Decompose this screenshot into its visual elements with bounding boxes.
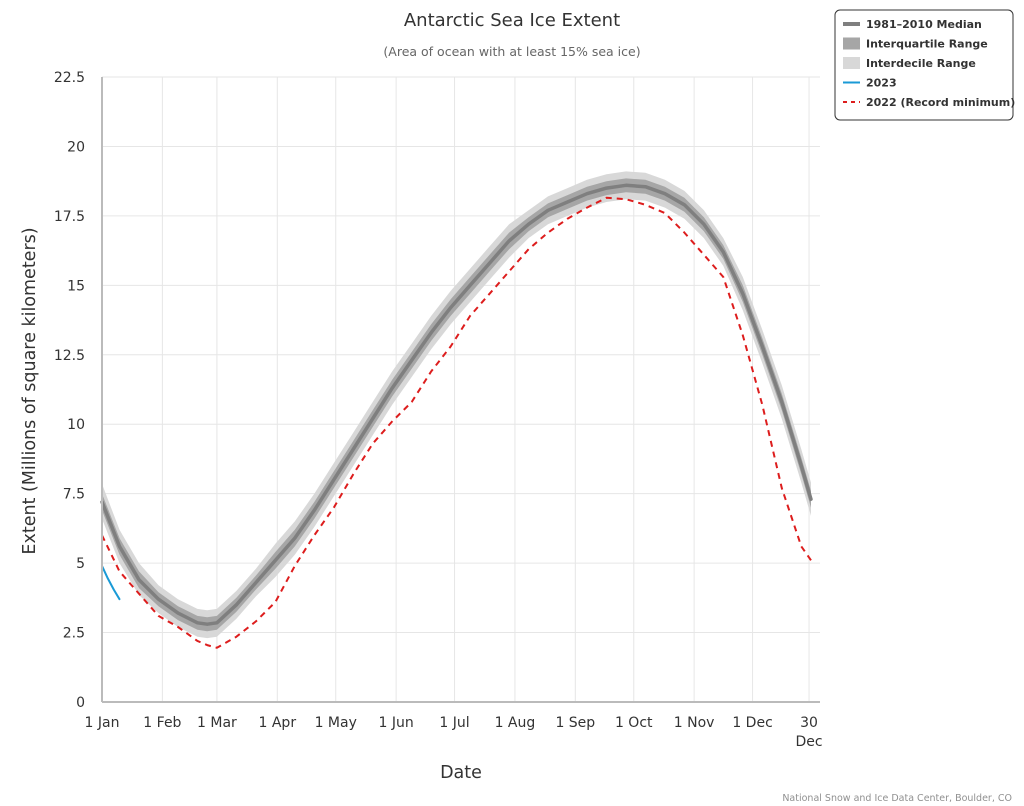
legend-label: 1981–2010 Median bbox=[866, 18, 982, 31]
line-2023 bbox=[101, 564, 121, 601]
x-tick-label: 30 bbox=[800, 715, 818, 731]
x-axis-title: Date bbox=[440, 763, 482, 783]
legend-label: 2022 (Record minimum) bbox=[866, 96, 1015, 109]
x-tick-label: 1 Oct bbox=[615, 715, 653, 731]
legend-item[interactable]: Interquartile Range bbox=[843, 37, 988, 51]
legend-item[interactable]: Interdecile Range bbox=[843, 57, 976, 70]
x-tick-labels: 1 Jan 1 Feb 1 Mar 1 Apr 1 May 1 Jun 1 Jul 1 Aug… bbox=[85, 715, 823, 750]
y-tick-label: 20 bbox=[67, 139, 85, 155]
x-tick-label-line2: Dec bbox=[796, 734, 823, 750]
y-tick-label: 2.5 bbox=[63, 626, 85, 642]
y-tick-label: 15 bbox=[67, 278, 85, 294]
legend-box bbox=[834, 9, 1014, 121]
x-tick-label: 1 Sep bbox=[555, 715, 595, 731]
legend-item[interactable]: 1981–2010 Median bbox=[843, 18, 982, 31]
y-axis-title: Extent (Millions of square kilometers) bbox=[20, 227, 40, 554]
y-tick-label: 22.5 bbox=[54, 70, 85, 86]
legend-label: 2023 bbox=[866, 77, 897, 90]
legend-items: 1981–2010 Median Interquartile Range Inter… bbox=[843, 18, 1015, 109]
x-tick-label: 1 Aug bbox=[495, 715, 536, 731]
legend-item[interactable]: 2023 bbox=[843, 77, 897, 90]
x-tick-label: 1 Jul bbox=[439, 715, 469, 731]
y-tick-label: 17.5 bbox=[54, 209, 85, 225]
y-tick-label: 10 bbox=[67, 417, 85, 433]
series-lines bbox=[100, 183, 813, 649]
y-tick-labels: 0 2.5 5 7.5 10 12.5 15 17.5 20 22.5 bbox=[54, 70, 85, 711]
grid bbox=[102, 76, 820, 702]
legend[interactable]: 1981–2010 Median Interquartile Range Inter… bbox=[834, 9, 1015, 121]
chart-subtitle: (Area of ocean with at least 15% sea ice… bbox=[383, 44, 640, 59]
range-bands bbox=[102, 171, 811, 639]
chart-title: Antarctic Sea Ice Extent bbox=[404, 10, 620, 31]
legend-swatch bbox=[843, 37, 860, 50]
x-tick-label: 1 Dec bbox=[732, 715, 772, 731]
x-tick-label: 1 Jun bbox=[379, 715, 414, 731]
median-line bbox=[100, 183, 813, 626]
line-2022 bbox=[101, 196, 812, 649]
y-tick-label: 5 bbox=[76, 556, 85, 572]
source-credit: National Snow and Ice Data Center, Bould… bbox=[782, 793, 1012, 804]
legend-item[interactable]: 2022 (Record minimum) bbox=[843, 96, 1015, 109]
legend-label: Interdecile Range bbox=[866, 57, 976, 70]
x-tick-label: 1 Feb bbox=[143, 715, 181, 731]
x-tick-label: 1 May bbox=[315, 715, 357, 731]
x-tick-label: 1 Mar bbox=[197, 715, 237, 731]
x-tick-label: 1 Nov bbox=[674, 715, 715, 731]
legend-label: Interquartile Range bbox=[866, 38, 988, 51]
axes bbox=[101, 77, 820, 703]
y-tick-label: 12.5 bbox=[54, 348, 85, 364]
interdecile-range-band bbox=[102, 171, 811, 639]
x-tick-label: 1 Jan bbox=[85, 715, 120, 731]
y-tick-label: 7.5 bbox=[63, 487, 85, 503]
legend-swatch bbox=[843, 57, 860, 69]
y-tick-label: 0 bbox=[76, 695, 85, 711]
x-tick-label: 1 Apr bbox=[259, 715, 297, 731]
